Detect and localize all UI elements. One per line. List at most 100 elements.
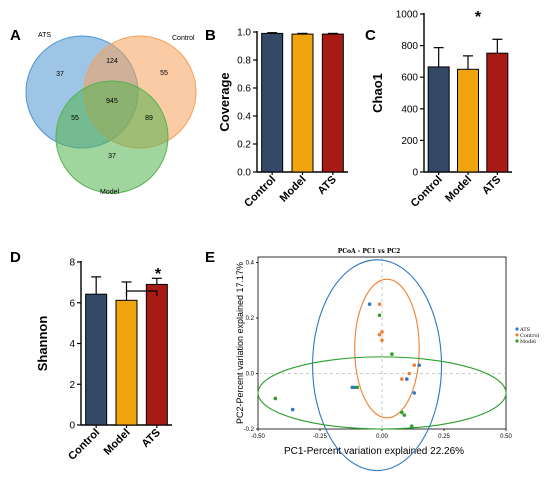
pcoa-y-tick-label: 0.2 <box>246 316 255 322</box>
coverage-bar-model <box>291 33 314 173</box>
chao1-y-tick-label: 600 <box>401 73 418 84</box>
panel-letter-b: B <box>205 27 216 44</box>
coverage-y-tick-label: 0.4 <box>237 112 251 123</box>
pcoa-point-control <box>407 371 412 376</box>
chao1-y-tick-label: 400 <box>401 104 418 115</box>
coverage-category-label: ATS <box>315 174 338 197</box>
pcoa-legend-marker-control <box>515 333 519 337</box>
pcoa-legend-label: ATS <box>519 327 531 333</box>
shannon-y-tick-label: 2 <box>69 380 75 391</box>
pcoa-point-ats <box>405 377 409 381</box>
pcoa-x-tick-label: 0.50 <box>500 434 512 440</box>
venn-label-ats: ATS <box>38 32 51 39</box>
pcoa-x-tick-label: 0.00 <box>376 434 388 440</box>
pcoa-legend-label: Model <box>520 339 536 345</box>
shannon-chart: * 0 2 4 6 8 Control Model ATS Shannon <box>35 258 172 463</box>
panel-letter-c: C <box>365 27 376 44</box>
shannon-category-label: Model <box>102 427 133 458</box>
pcoa-point-control <box>377 302 382 306</box>
pcoa-ellipse-model <box>257 356 507 430</box>
chao1-bar-model <box>457 68 479 173</box>
shannon-y-tick-label: 4 <box>69 339 75 350</box>
shannon-significance-star: * <box>155 266 162 283</box>
chao1-y-tick-label: 1000 <box>396 10 419 21</box>
pcoa-title: PCoA - PC1 vs PC2 <box>338 248 401 255</box>
shannon-bar-model <box>115 299 138 426</box>
coverage-chart: 0.0 0.2 0.4 0.6 0.8 1.0 Control Model ATS Coverag… <box>217 28 348 210</box>
venn-label-control: Control <box>172 35 195 42</box>
pcoa-point-model <box>377 313 382 318</box>
chao1-significance-star: * <box>475 9 482 26</box>
venn-value-control-only: 55 <box>160 70 168 77</box>
venn-circle-model <box>55 80 169 194</box>
pcoa-point-control <box>377 332 382 337</box>
shannon-y-tick-label: 8 <box>69 258 75 269</box>
pcoa-point-ats <box>412 391 417 395</box>
pcoa-x-tick-label: -0.25 <box>313 434 327 440</box>
pcoa-point-model <box>390 352 394 356</box>
pcoa-point-model <box>273 396 278 401</box>
chao1-bar-ats <box>486 52 509 173</box>
venn-value-ats-only: 37 <box>56 71 64 78</box>
coverage-y-tick-label: 0.6 <box>237 84 251 95</box>
pcoa-legend-label: Control <box>520 333 539 339</box>
coverage-y-tick-label: 0.2 <box>237 140 251 151</box>
shannon-y-axis-label: Shannon <box>35 316 50 372</box>
shannon-y-tick-label: 6 <box>69 298 75 309</box>
shannon-bar-ats <box>145 283 168 426</box>
venn-value-ats-control: 124 <box>106 58 118 65</box>
chao1-y-tick-label: 200 <box>401 136 418 147</box>
pcoa-point-ats <box>290 407 295 412</box>
venn-diagram: ATS Control Model 37 55 37 124 55 89 945 <box>25 32 197 196</box>
venn-value-model-only: 37 <box>108 153 116 160</box>
pcoa-point-control <box>412 363 417 367</box>
pcoa-point-ats <box>417 363 422 367</box>
coverage-y-axis-label: Coverage <box>217 72 232 131</box>
pcoa-x-tick-label: -0.50 <box>251 434 265 440</box>
pcoa-point-model <box>400 410 404 415</box>
chao1-category-label: ATS <box>480 174 503 197</box>
coverage-y-tick-label: 1.0 <box>237 28 251 39</box>
chao1-bar-control <box>427 66 450 173</box>
pcoa-point-control <box>380 330 384 334</box>
chao1-y-axis-label: Chao1 <box>370 73 385 113</box>
pcoa-x-tick-label: 0.25 <box>438 434 450 440</box>
pcoa-y-axis-label: PC2-Percent variation explained 17.17% <box>235 262 245 424</box>
venn-label-model: Model <box>100 189 120 196</box>
chao1-y-tick-label: 0 <box>412 168 418 179</box>
pcoa-point-model <box>402 413 407 417</box>
panel-letter-d: D <box>10 249 21 266</box>
pcoa-ellipse-ats <box>312 259 443 472</box>
pcoa-x-axis-label: PC1-Percent variation explained 22.26% <box>284 446 464 457</box>
coverage-category-label: Control <box>242 174 278 210</box>
coverage-bar-control <box>261 32 284 173</box>
pcoa-point-control <box>400 377 404 381</box>
venn-value-control-model: 89 <box>145 115 153 122</box>
venn-value-ats-model: 55 <box>71 115 79 122</box>
pcoa-y-tick-label: 0.0 <box>246 372 255 378</box>
pcoa-chart: PCoA - PC1 vs PC2 PC1-Percent variation … <box>235 248 539 472</box>
coverage-category-label: Model <box>278 174 309 205</box>
pcoa-point-ats <box>352 385 357 390</box>
shannon-bar-control <box>85 293 108 426</box>
pcoa-point-ats <box>367 302 372 306</box>
venn-value-all: 945 <box>106 98 118 105</box>
pcoa-point-control <box>380 338 384 343</box>
coverage-y-tick-label: 0.8 <box>237 56 251 67</box>
pcoa-point-model <box>409 424 414 429</box>
pcoa-point-model <box>355 385 360 390</box>
shannon-significance-bracket <box>125 290 158 296</box>
panel-letter-e: E <box>205 249 215 266</box>
pcoa-y-tick-label: 0.4 <box>246 261 255 267</box>
pcoa-legend-marker-ats <box>515 327 519 331</box>
pcoa-legend-marker-model <box>515 339 519 343</box>
shannon-y-tick-label: 0 <box>69 421 75 432</box>
chao1-category-label: Model <box>443 174 474 205</box>
shannon-category-label: ATS <box>139 427 162 450</box>
pcoa-ellipse-control <box>354 278 420 419</box>
chao1-y-tick-label: 800 <box>401 41 418 52</box>
coverage-bar-ats <box>321 33 344 173</box>
chao1-category-label: Control <box>409 174 445 210</box>
shannon-category-label: Control <box>66 427 102 463</box>
